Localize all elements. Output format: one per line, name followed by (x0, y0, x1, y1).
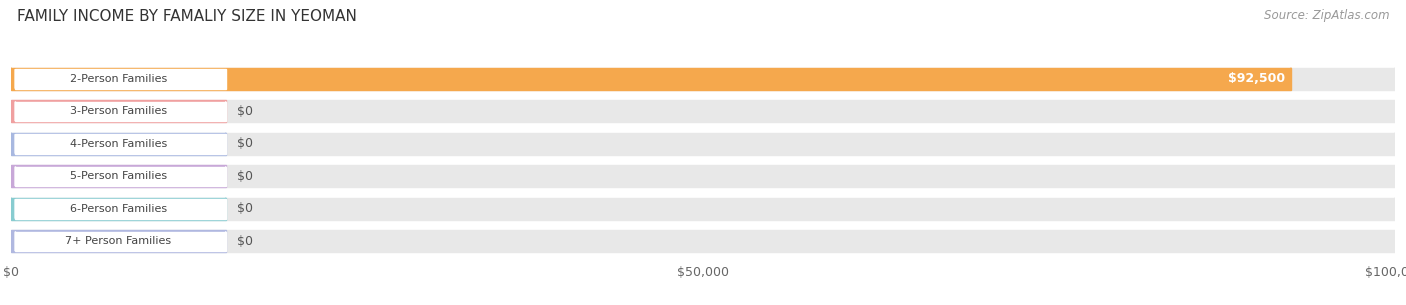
Bar (15, 167, 226, 186)
Bar (11, 198, 1395, 220)
Text: 7+ Person Families: 7+ Person Families (66, 236, 172, 246)
Bar (15, 232, 226, 251)
Text: $0: $0 (236, 137, 253, 150)
Bar (11, 100, 1395, 122)
Text: $92,500: $92,500 (1229, 72, 1285, 85)
Bar (15, 69, 226, 88)
Bar (15, 102, 226, 121)
Bar (11, 165, 1395, 188)
Bar (11, 198, 226, 220)
Text: 4-Person Families: 4-Person Families (70, 139, 167, 149)
Bar (11, 100, 226, 122)
Bar (11, 133, 226, 155)
Text: 6-Person Families: 6-Person Families (70, 204, 167, 214)
Text: FAMILY INCOME BY FAMALIY SIZE IN YEOMAN: FAMILY INCOME BY FAMALIY SIZE IN YEOMAN (17, 9, 357, 24)
Bar (11, 230, 1395, 253)
Bar (11, 230, 226, 253)
Text: Source: ZipAtlas.com: Source: ZipAtlas.com (1264, 9, 1389, 22)
Text: 5-Person Families: 5-Person Families (70, 171, 167, 181)
Text: $0: $0 (236, 105, 253, 118)
Bar (11, 133, 1395, 155)
Text: 3-Person Families: 3-Person Families (70, 106, 167, 117)
Text: $0: $0 (236, 235, 253, 248)
Text: $0: $0 (236, 170, 253, 183)
Text: 2-Person Families: 2-Person Families (70, 74, 167, 84)
Bar (11, 68, 1291, 90)
Bar (11, 165, 226, 188)
Bar (15, 134, 226, 154)
Bar (11, 68, 1395, 90)
Text: $0: $0 (236, 203, 253, 215)
Bar (15, 199, 226, 219)
